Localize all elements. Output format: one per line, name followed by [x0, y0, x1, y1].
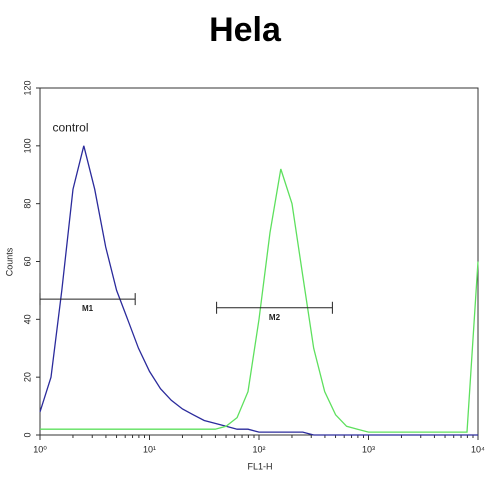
x-tick-label: 10⁰: [33, 444, 47, 454]
marker-label: M1: [82, 304, 94, 313]
y-tick-label: 80: [22, 199, 32, 209]
chart-title: Hela: [209, 11, 282, 49]
x-tick-label: 10³: [362, 444, 375, 454]
annotation: control: [52, 121, 88, 135]
x-tick-label: 10⁴: [471, 444, 485, 454]
x-tick-label: 10²: [252, 444, 265, 454]
plot-frame: [39, 87, 479, 436]
x-tick-label: 10¹: [143, 444, 156, 454]
y-tick-label: 20: [22, 372, 32, 382]
y-tick-label: 0: [22, 432, 32, 437]
marker-label: M2: [269, 313, 281, 322]
y-tick-label: 120: [22, 80, 32, 95]
y-tick-label: 100: [22, 138, 32, 153]
y-tick-label: 40: [22, 314, 32, 324]
y-axis-label: Counts: [4, 247, 14, 276]
x-axis-label: FL1-H: [247, 461, 272, 471]
histogram-line: [39, 145, 478, 436]
histogram-line: [40, 168, 479, 433]
y-tick-label: 60: [22, 256, 32, 266]
